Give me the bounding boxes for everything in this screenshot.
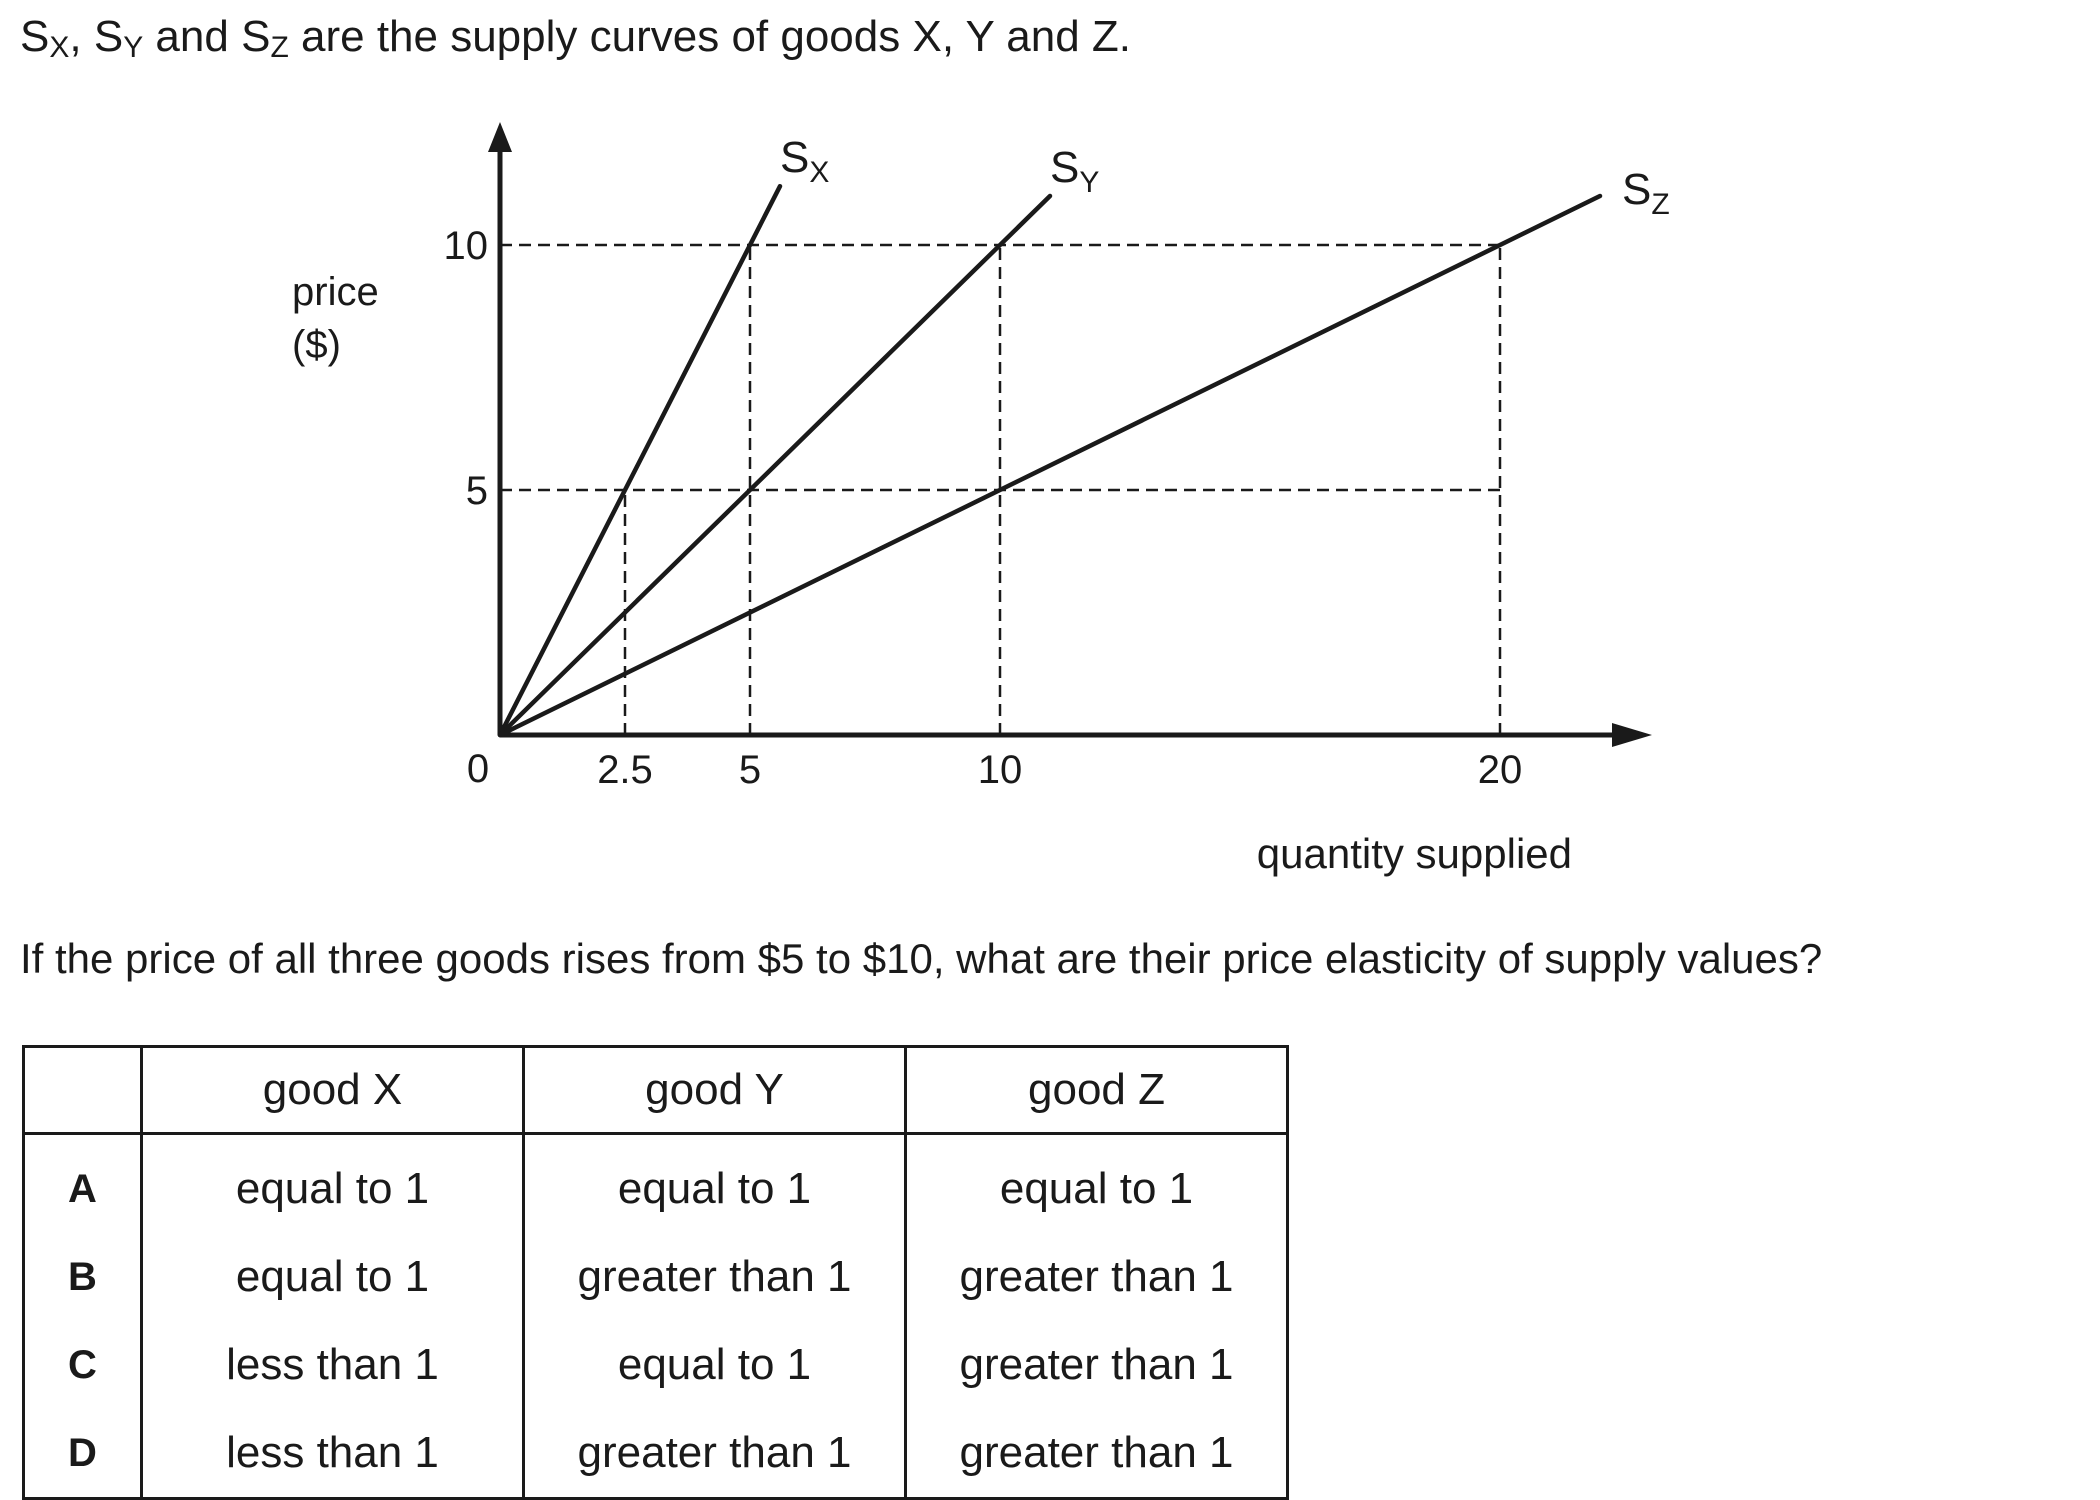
option-cell-y: greater than 1 <box>522 1233 907 1321</box>
option-cell-z: greater than 1 <box>904 1409 1289 1500</box>
x-axis-label: quantity supplied <box>1257 830 1572 877</box>
supply-series: SX SY SZ <box>497 133 1670 738</box>
option-cell-y: greater than 1 <box>522 1409 907 1500</box>
x-tick-label: 20 <box>1478 748 1523 792</box>
series-label-main: S <box>1622 165 1651 214</box>
x-axis-arrow <box>1612 723 1652 747</box>
y-axis-label-line2: ($) <box>292 323 341 367</box>
option-letter: D <box>22 1409 143 1500</box>
option-cell-z: greater than 1 <box>904 1321 1289 1409</box>
table-header-row: good X good Y good Z <box>22 1045 1289 1135</box>
answer-options-table: good X good Y good Z A equal to 1 equal … <box>22 1045 1289 1500</box>
y-tick-label: 10 <box>444 224 489 268</box>
option-cell-x: less than 1 <box>140 1409 525 1500</box>
option-cell-y: equal to 1 <box>522 1133 907 1233</box>
supply-curve-z <box>497 193 1603 738</box>
series-label-main: S <box>780 133 809 182</box>
header-blank <box>22 1045 143 1135</box>
series-label-sub: Z <box>1651 188 1669 221</box>
question-text: If the price of all three goods rises fr… <box>20 935 1823 982</box>
option-cell-y: equal to 1 <box>522 1321 907 1409</box>
option-row-d[interactable]: D less than 1 greater than 1 greater tha… <box>22 1409 1289 1500</box>
supply-curve-x <box>497 183 783 738</box>
origin-label: 0 <box>467 747 489 791</box>
option-cell-z: equal to 1 <box>904 1133 1289 1233</box>
option-row-b[interactable]: B equal to 1 greater than 1 greater than… <box>22 1233 1289 1321</box>
y-axis-label-line1: price <box>292 270 379 314</box>
intro-text: SX, SY and SZ are the supply curves of g… <box>20 12 1131 64</box>
option-letter: A <box>22 1133 143 1233</box>
y-tick-label: 5 <box>466 469 488 513</box>
series-label-sub: X <box>809 156 829 189</box>
series-label-x: SX <box>780 133 829 189</box>
series-label-sub: Y <box>1079 166 1099 199</box>
option-cell-x: equal to 1 <box>140 1133 525 1233</box>
supply-symbol-y: SY <box>93 12 144 64</box>
supply-symbol-z: SZ <box>241 12 289 64</box>
option-cell-z: greater than 1 <box>904 1233 1289 1321</box>
option-row-a[interactable]: A equal to 1 equal to 1 equal to 1 <box>22 1133 1289 1233</box>
header-good-z: good Z <box>904 1045 1289 1135</box>
supply-symbol-x: SX <box>20 12 70 64</box>
x-tick-label: 5 <box>739 748 761 792</box>
x-tick-label: 10 <box>978 748 1023 792</box>
series-label-main: S <box>1050 143 1079 192</box>
chart-axes <box>488 122 1652 747</box>
series-label-z: SZ <box>1622 165 1670 221</box>
option-letter: B <box>22 1233 143 1321</box>
option-cell-x: less than 1 <box>140 1321 525 1409</box>
header-good-y: good Y <box>522 1045 907 1135</box>
option-cell-x: equal to 1 <box>140 1233 525 1321</box>
y-axis-arrow <box>488 122 512 152</box>
supply-curve-y <box>497 193 1053 738</box>
tick-labels: 2.5 5 10 20 5 10 <box>444 224 1523 792</box>
option-letter: C <box>22 1321 143 1409</box>
header-good-x: good X <box>140 1045 525 1135</box>
series-label-y: SY <box>1050 143 1099 199</box>
x-tick-label: 2.5 <box>597 748 653 792</box>
option-row-c[interactable]: C less than 1 equal to 1 greater than 1 <box>22 1321 1289 1409</box>
